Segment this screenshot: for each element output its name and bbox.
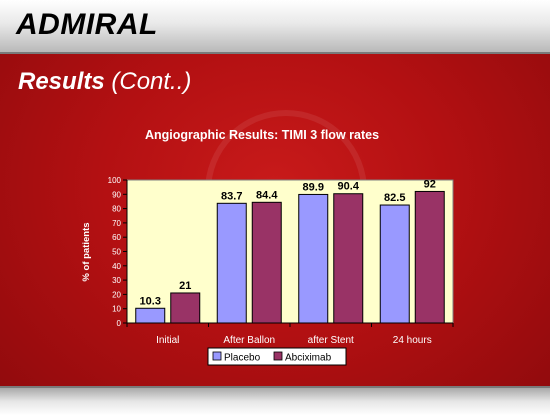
y-tick-label: 0 (117, 319, 122, 328)
legend-swatch-placebo (212, 351, 222, 361)
slide-subtitle: Results (Cont..) (18, 68, 191, 96)
data-label: 84.4 (256, 189, 278, 201)
bar-abciximab (170, 292, 201, 324)
bar-abciximab (333, 193, 364, 324)
title-bar: ADMIRAL (0, 0, 550, 54)
bar-placebo (135, 307, 166, 324)
data-label: 83.7 (221, 190, 242, 202)
bar-placebo (216, 202, 247, 324)
legend-label-placebo: Placebo (224, 353, 261, 364)
chart-title: Angiographic Results: TIMI 3 flow rates (145, 128, 379, 142)
data-label: 21 (179, 280, 191, 292)
x-tick-label: 24 hours (393, 335, 432, 346)
legend-label-abciximab: Abciximab (285, 353, 332, 364)
footer-bar (0, 386, 550, 415)
y-tick-label: 40 (112, 262, 121, 271)
slide-title: ADMIRAL (16, 8, 158, 41)
subtitle-rest: (Cont..) (104, 68, 192, 95)
data-label: 82.5 (384, 192, 405, 204)
legend-swatch-abciximab (273, 351, 283, 361)
data-label: 92 (424, 178, 436, 190)
y-tick-label: 60 (112, 233, 121, 242)
y-tick-label: 70 (112, 219, 121, 228)
y-tick-label: 100 (108, 176, 122, 185)
y-tick-label: 90 (112, 190, 121, 199)
bar-placebo (298, 193, 329, 324)
y-tick-label: 20 (112, 290, 121, 299)
subtitle-bold: Results (18, 68, 105, 95)
data-label: 90.4 (338, 181, 360, 193)
data-label: 89.9 (303, 181, 324, 193)
x-tick-label: after Stent (308, 335, 354, 346)
y-tick-label: 80 (112, 205, 121, 214)
y-tick-label: 50 (112, 248, 121, 257)
x-tick-label: After Ballon (223, 335, 275, 346)
bar-abciximab (414, 190, 445, 324)
x-tick-label: Initial (156, 335, 179, 346)
y-tick-label: 30 (112, 276, 121, 285)
data-label: 10.3 (140, 295, 161, 307)
y-axis-label: % of patients (81, 222, 92, 281)
y-tick-label: 10 (112, 305, 121, 314)
bar-abciximab (251, 201, 282, 324)
bar-placebo (379, 204, 410, 324)
